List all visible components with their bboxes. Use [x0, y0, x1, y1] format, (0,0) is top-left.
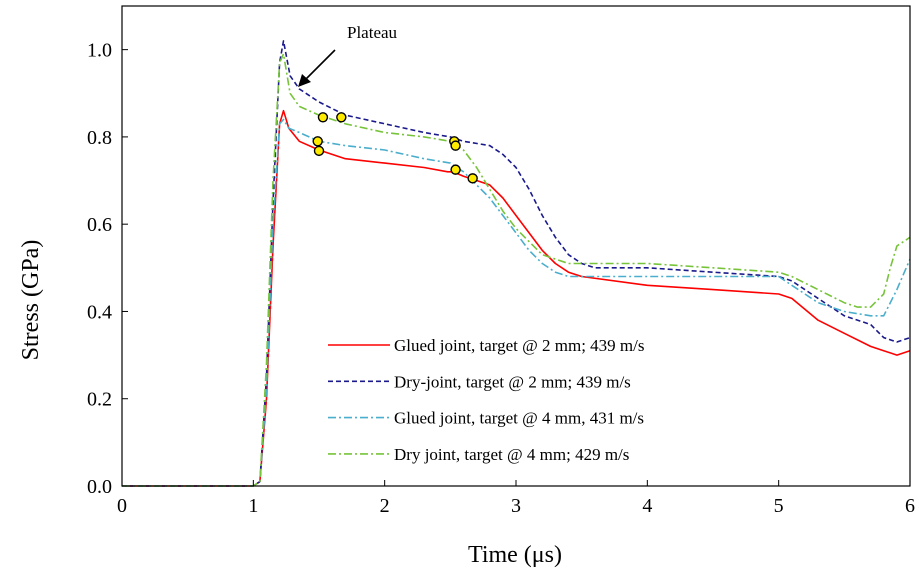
x-tick-label: 3	[511, 495, 521, 517]
yellow-marker	[467, 173, 478, 184]
y-tick-label: 0.6	[87, 214, 112, 236]
annotation-text: Plateau	[347, 23, 398, 42]
plateau-annotation: Plateau	[298, 23, 398, 87]
y-tick-label: 0.4	[87, 301, 112, 323]
legend-label: Dry-joint, target @ 2 mm; 439 m/s	[394, 372, 631, 391]
x-tick-label: 0	[117, 495, 127, 517]
y-tick-label: 0.8	[87, 127, 112, 149]
legend-label: Glued joint, target @ 4 mm, 431 m/s	[394, 409, 644, 428]
annotation-arrow-line	[304, 49, 336, 81]
y-tick-label: 0.2	[87, 389, 112, 411]
legend: Glued joint, target @ 2 mm; 439 m/s Dry-j…	[328, 336, 645, 464]
series-layer	[122, 40, 911, 487]
series-line-4	[122, 53, 911, 487]
yellow-marker	[317, 112, 329, 123]
legend-label: Glued joint, target @ 2 mm; 439 m/s	[394, 336, 645, 355]
y-tick-label: 1.0	[87, 40, 112, 62]
yellow-marker	[336, 112, 347, 123]
legend-label: Dry joint, target @ 4 mm; 429 m/s	[394, 445, 629, 464]
y-tick-label: 0.0	[87, 476, 112, 498]
series-line-2	[122, 40, 911, 487]
x-axis-title: Time (μs)	[468, 542, 562, 568]
x-tick-label: 2	[380, 495, 390, 517]
yellow-marker	[313, 145, 325, 157]
x-tick-label: 1	[248, 495, 258, 517]
x-tick-label: 6	[905, 495, 915, 517]
yellow-marker	[450, 164, 461, 175]
ticks-layer: 0 1 2 3 4 5 6 0.0 0.2 0.4 0.6 0.8 1.0	[87, 40, 915, 517]
y-axis-title: Stress (GPa)	[18, 240, 44, 361]
yellow-marker	[450, 140, 461, 151]
annotation-arrowhead	[298, 74, 311, 87]
series-line-1	[122, 109, 911, 487]
yellow-marker	[312, 136, 323, 147]
series-line-3	[122, 118, 911, 487]
x-tick-label: 5	[774, 495, 784, 517]
x-tick-label: 4	[642, 495, 652, 517]
marker-layer	[312, 112, 478, 184]
